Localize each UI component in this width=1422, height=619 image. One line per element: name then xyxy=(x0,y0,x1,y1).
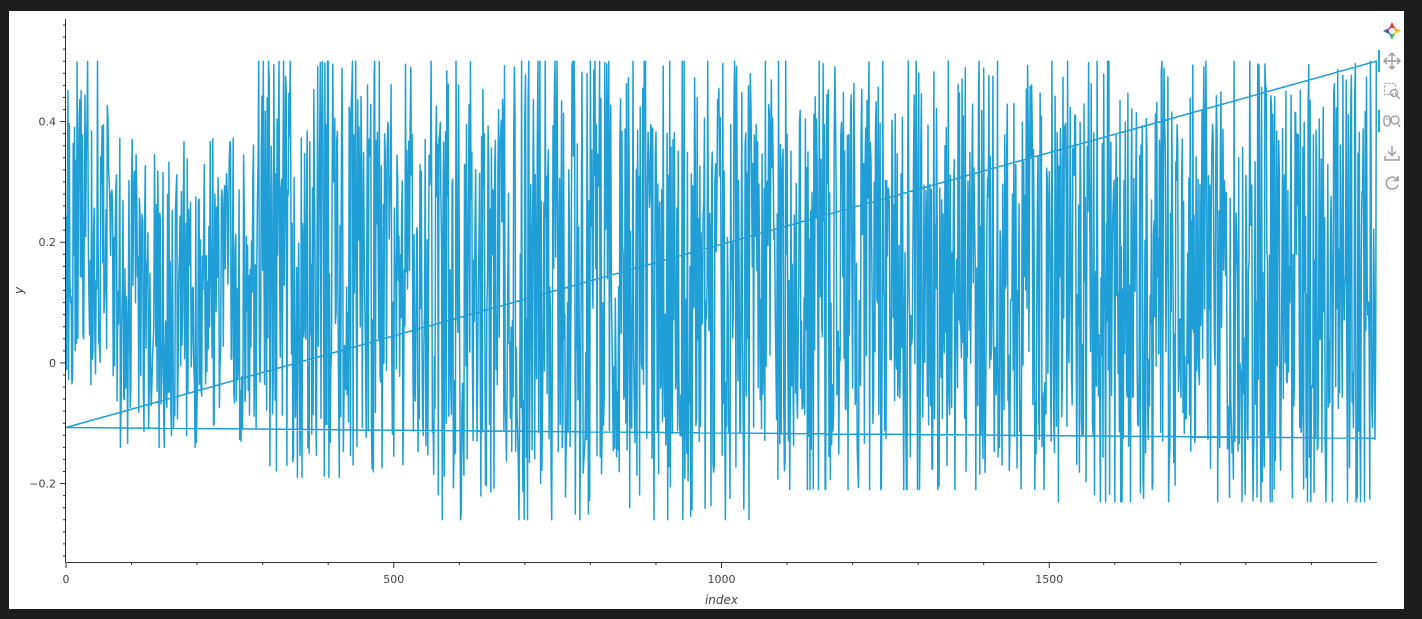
chart-frame: 0 500 1000 1500 −0.2 0 0.2 0.4 index y xyxy=(9,11,1404,609)
wheel-zoom-icon xyxy=(1383,115,1401,128)
x-axis: 0 500 1000 1500 xyxy=(63,562,1377,586)
reset-tool[interactable] xyxy=(1380,171,1404,195)
bokeh-logo-icon[interactable] xyxy=(1380,19,1404,43)
y-axis: −0.2 0 0.2 0.4 xyxy=(29,19,66,562)
x-axis-title: index xyxy=(705,593,739,607)
y-tick-label: 0.2 xyxy=(39,236,57,249)
x-tick-label: 0 xyxy=(63,573,70,586)
x-tick-label: 1000 xyxy=(708,573,736,586)
y-tick-label: 0 xyxy=(49,357,56,370)
x-tick-label: 500 xyxy=(383,573,404,586)
plot-area[interactable] xyxy=(65,60,1378,521)
save-icon xyxy=(1384,146,1400,161)
pan-tool[interactable] xyxy=(1378,49,1404,73)
box-zoom-tool[interactable] xyxy=(1380,79,1404,103)
wheel-zoom-active-indicator xyxy=(1378,110,1380,132)
save-tool[interactable] xyxy=(1380,141,1404,165)
reset-icon xyxy=(1385,176,1399,190)
y-tick-label: 0.4 xyxy=(39,116,57,129)
x-tick-label: 1500 xyxy=(1035,573,1063,586)
wheel-zoom-tool[interactable] xyxy=(1378,109,1404,133)
box-zoom-icon xyxy=(1383,82,1401,100)
y-axis-title: y xyxy=(12,286,26,295)
y-tick-label: −0.2 xyxy=(29,478,56,491)
pan-icon xyxy=(1383,52,1401,70)
pan-active-indicator xyxy=(1378,50,1380,72)
toolbar xyxy=(1378,19,1404,209)
series-line xyxy=(65,60,1378,521)
line-chart: 0 500 1000 1500 −0.2 0 0.2 0.4 index y xyxy=(12,19,1378,607)
